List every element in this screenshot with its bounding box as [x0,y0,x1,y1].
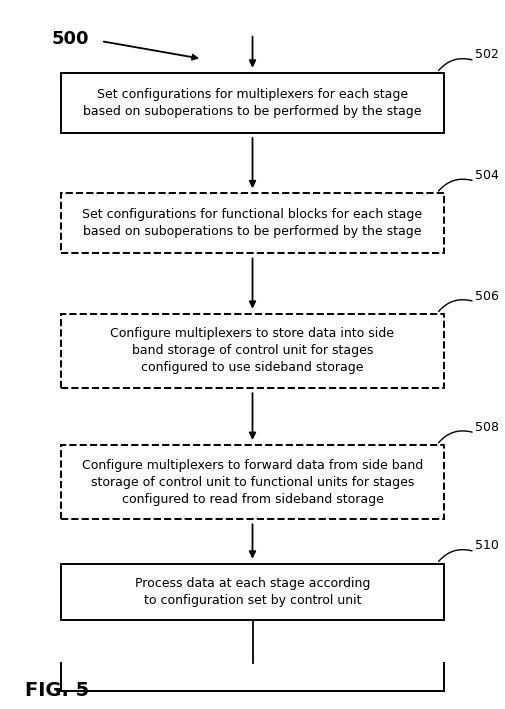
Bar [61,73,444,133]
Text: 502: 502 [475,48,499,62]
Text: Configure multiplexers to store data into side
band storage of control unit for : Configure multiplexers to store data int… [111,328,394,374]
Bar [61,193,444,253]
Text: Set configurations for functional blocks for each stage
based on suboperations t: Set configurations for functional blocks… [82,208,423,238]
Text: 506: 506 [475,289,499,303]
Text: 508: 508 [475,420,499,434]
Bar [61,445,444,519]
Text: Set configurations for multiplexers for each stage
based on suboperations to be : Set configurations for multiplexers for … [83,88,422,118]
Text: Configure multiplexers to forward data from side band
storage of control unit to: Configure multiplexers to forward data f… [82,459,423,506]
Text: 500: 500 [52,30,89,48]
Bar [61,564,444,620]
Text: Process data at each stage according
to configuration set by control unit: Process data at each stage according to … [135,577,370,607]
Text: FIG. 5: FIG. 5 [25,681,89,700]
Text: 510: 510 [475,540,499,552]
Text: 504: 504 [475,169,499,182]
Bar [61,313,444,389]
